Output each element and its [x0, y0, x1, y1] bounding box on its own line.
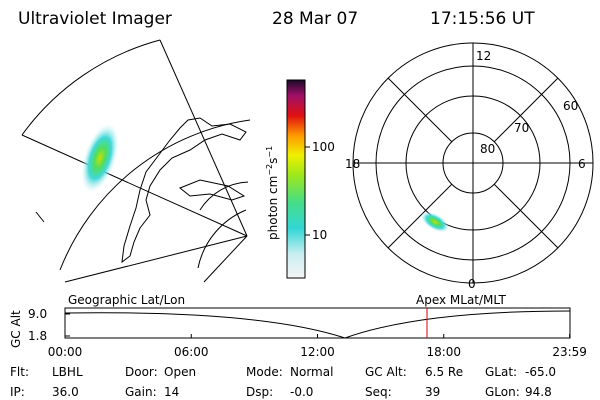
info-label: Seq: — [365, 385, 392, 399]
info-value: 36.0 — [52, 385, 79, 399]
polar-lat-label: 80 — [480, 142, 495, 156]
plot-x-tick-label: 18:00 — [426, 345, 461, 359]
color-bar — [286, 79, 306, 279]
info-value: Normal — [290, 365, 333, 379]
info-label: GC Alt: — [365, 365, 407, 379]
map-arc — [197, 209, 247, 269]
plot-x-tick-label: 12:00 — [300, 345, 335, 359]
color-bar-tick-label: 100 — [312, 140, 335, 154]
info-label: Mode: — [246, 365, 283, 379]
map-mark — [35, 211, 45, 223]
info-value: -65.0 — [525, 365, 556, 379]
plot-y-tick-label: 1.8 — [28, 329, 47, 343]
color-bar-label-part: photon cm — [266, 176, 280, 240]
info-value: 94.8 — [525, 385, 552, 399]
info-value: 6.5 Re — [425, 365, 463, 379]
polar-axis — [387, 183, 453, 249]
color-bar-label-part: −1 — [265, 146, 274, 158]
title: Ultraviolet Imager — [18, 9, 172, 29]
polar-hour-label: 6 — [578, 157, 586, 171]
info-label: Gain: — [125, 385, 157, 399]
info-label: GLon: — [485, 385, 520, 399]
polar-hour-label: 0 — [468, 277, 476, 291]
info-value: Open — [164, 365, 196, 379]
polar-hour-label: 12 — [476, 49, 491, 63]
polar-axis — [493, 77, 559, 143]
time: 17:15:56 UT — [430, 9, 535, 29]
polar-axis — [387, 77, 453, 143]
info-label: GLat: — [485, 365, 517, 379]
plot-frame — [64, 307, 571, 339]
plot-left-title: Geographic Lat/Lon — [68, 293, 185, 307]
plot-x-tick-label: 00:00 — [48, 345, 83, 359]
info-value: 14 — [164, 385, 179, 399]
coastline — [179, 179, 246, 201]
aurora — [81, 123, 119, 193]
plot-y-tick-label: 9.0 — [28, 307, 47, 321]
info-label: IP: — [10, 385, 25, 399]
info-label: Flt: — [10, 365, 29, 379]
plot-right-title: Apex MLat/MLT — [416, 293, 506, 307]
plot-x-tick-label: 06:00 — [174, 345, 209, 359]
info-value: LBHL — [52, 365, 83, 379]
info-label: Dsp: — [246, 385, 273, 399]
color-bar-label: photon cm−2s−1 — [265, 146, 280, 240]
map-meridian — [159, 39, 248, 237]
color-bar-tick-label: 10 — [312, 228, 327, 242]
aurora — [420, 211, 450, 233]
color-bar-label-part: −2 — [265, 164, 274, 176]
map-arc — [59, 119, 251, 271]
info-value: -0.0 — [290, 385, 313, 399]
map-meridian — [21, 134, 248, 237]
altitude-curve — [64, 310, 571, 339]
coastline — [121, 117, 247, 264]
date: 28 Mar 07 — [272, 9, 358, 29]
map-meridian — [203, 235, 248, 283]
plot-x-tick-label: 23:59 — [552, 345, 587, 359]
map-arc — [21, 39, 161, 136]
map-arc — [199, 181, 249, 211]
polar-lat-label: 60 — [563, 99, 578, 113]
info-label: Door: — [125, 365, 158, 379]
polar-lat-label: 70 — [514, 121, 529, 135]
color-bar-label-part: s — [266, 158, 280, 164]
info-value: 39 — [425, 385, 440, 399]
polar-axis — [493, 183, 559, 249]
map-meridian — [64, 235, 248, 283]
polar-hour-label: 18 — [345, 157, 360, 171]
plot-y-label: GC Alt — [9, 310, 23, 348]
